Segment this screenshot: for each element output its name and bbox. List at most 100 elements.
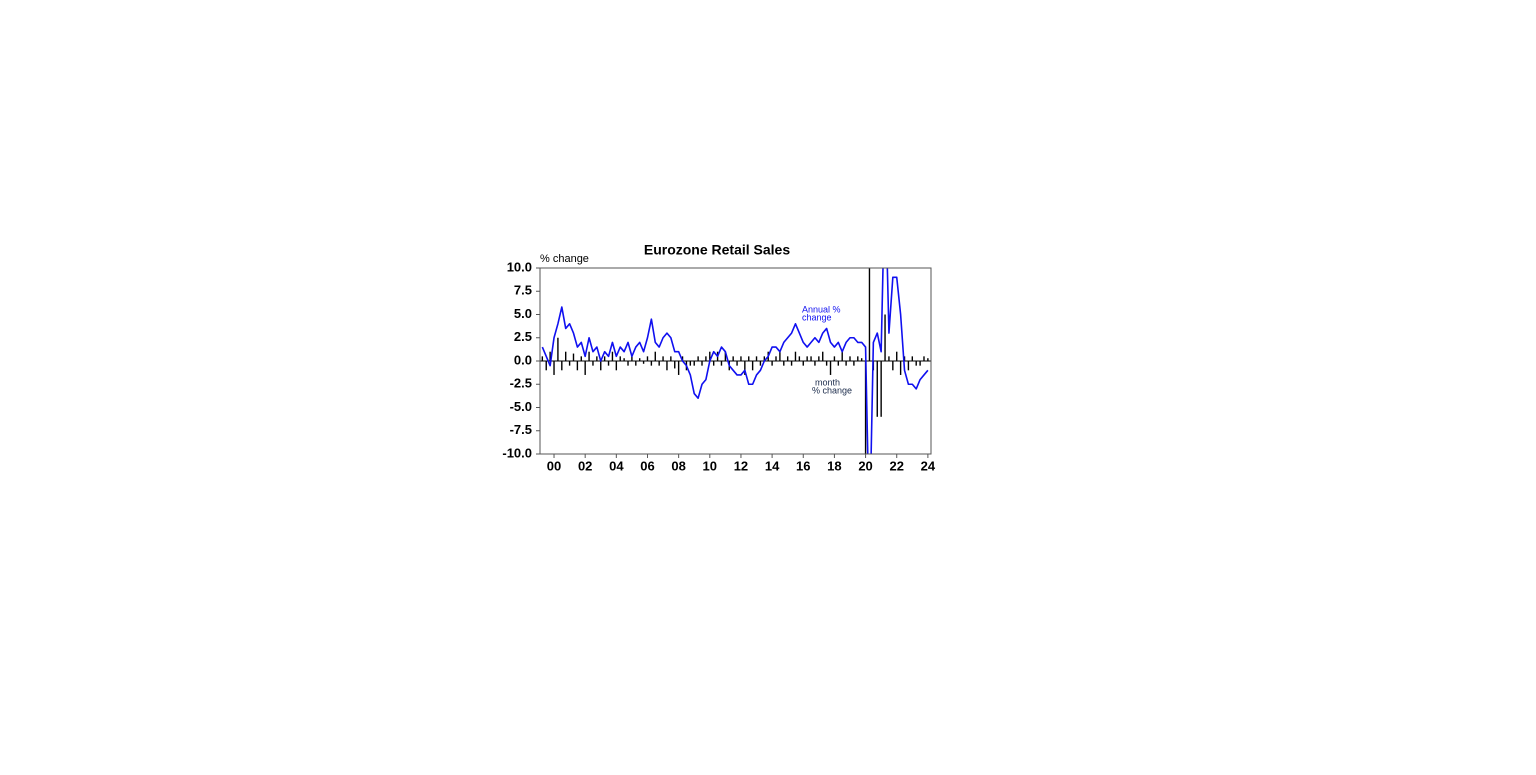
x-tick-label: 06 xyxy=(640,458,654,473)
bar xyxy=(627,361,629,366)
bar xyxy=(646,356,649,361)
bar xyxy=(896,351,898,361)
bar xyxy=(903,356,906,361)
bar xyxy=(822,351,824,361)
bar xyxy=(603,356,606,361)
y-tick-label: -2.5 xyxy=(510,376,532,391)
bar xyxy=(786,356,789,361)
bar xyxy=(911,356,914,361)
bar xyxy=(845,361,847,366)
bar xyxy=(681,356,684,361)
bar xyxy=(790,361,793,366)
x-tick-label: 08 xyxy=(671,458,685,473)
bar xyxy=(592,361,594,366)
bar xyxy=(864,361,867,454)
bar xyxy=(588,351,590,361)
bar xyxy=(825,361,828,366)
bar xyxy=(915,361,917,366)
bar xyxy=(693,361,695,366)
bar xyxy=(818,356,820,361)
bar xyxy=(642,361,645,364)
x-tick-label: 10 xyxy=(703,458,717,473)
bar xyxy=(783,361,785,366)
bar xyxy=(919,361,921,366)
bar xyxy=(907,361,910,371)
bar xyxy=(568,361,571,366)
bar xyxy=(740,356,742,361)
annotation: change xyxy=(802,312,832,322)
bar xyxy=(829,361,832,375)
bar xyxy=(798,356,801,361)
bar xyxy=(724,351,727,361)
y-tick-label: 10.0 xyxy=(507,259,532,274)
bar xyxy=(744,361,746,375)
bar xyxy=(631,356,633,361)
annotation: % change xyxy=(812,385,852,395)
bar xyxy=(860,358,863,361)
bar xyxy=(619,356,621,361)
y-tick-label: 5.0 xyxy=(514,306,532,321)
x-tick-label: 02 xyxy=(578,458,592,473)
bar xyxy=(650,361,653,366)
bar xyxy=(841,351,843,361)
bar xyxy=(810,356,812,361)
bar xyxy=(697,356,699,361)
bar xyxy=(572,353,575,361)
bar xyxy=(884,314,886,361)
chart-title: Eurozone Retail Sales xyxy=(644,242,790,258)
bar xyxy=(600,361,602,371)
y-tick-label: -10.0 xyxy=(502,445,532,460)
bar xyxy=(670,356,672,361)
bar xyxy=(674,361,676,369)
bar xyxy=(771,361,773,366)
bar xyxy=(662,356,664,361)
bar xyxy=(892,361,894,371)
annotation: month xyxy=(815,377,840,387)
x-tick-label: 18 xyxy=(827,458,841,473)
bar xyxy=(720,361,723,366)
bar xyxy=(833,356,836,361)
bar xyxy=(545,361,547,371)
bar xyxy=(880,361,882,417)
bar xyxy=(549,351,551,361)
bar xyxy=(709,351,711,361)
bar xyxy=(736,361,738,366)
bar xyxy=(927,358,929,361)
bar xyxy=(876,361,878,417)
bar xyxy=(775,356,777,361)
bar xyxy=(806,356,808,361)
y-tick-label: -5.0 xyxy=(510,399,532,414)
bar xyxy=(701,361,703,366)
bar xyxy=(759,361,762,366)
bar xyxy=(837,361,840,366)
bar xyxy=(596,356,598,361)
bar xyxy=(705,356,707,361)
bar xyxy=(557,337,559,361)
bar xyxy=(654,351,656,361)
bar xyxy=(712,361,715,366)
bar xyxy=(755,356,758,361)
x-tick-label: 16 xyxy=(796,458,810,473)
bar xyxy=(615,361,618,371)
bar xyxy=(584,361,586,375)
bar xyxy=(565,351,567,361)
bar xyxy=(849,356,851,361)
bar xyxy=(802,361,804,366)
bar xyxy=(541,356,544,361)
bar xyxy=(748,356,750,361)
x-tick-label: 00 xyxy=(547,458,561,473)
bar xyxy=(751,361,754,371)
bar xyxy=(658,361,660,366)
bar xyxy=(638,358,641,361)
bar xyxy=(779,351,781,361)
bar xyxy=(899,361,902,375)
bar xyxy=(576,361,579,371)
x-tick-label: 14 xyxy=(765,458,780,473)
bar xyxy=(580,356,582,361)
x-tick-label: 20 xyxy=(858,458,872,473)
series-line xyxy=(541,268,929,454)
x-tick-label: 12 xyxy=(734,458,748,473)
bar xyxy=(853,361,855,366)
bar xyxy=(814,361,816,366)
